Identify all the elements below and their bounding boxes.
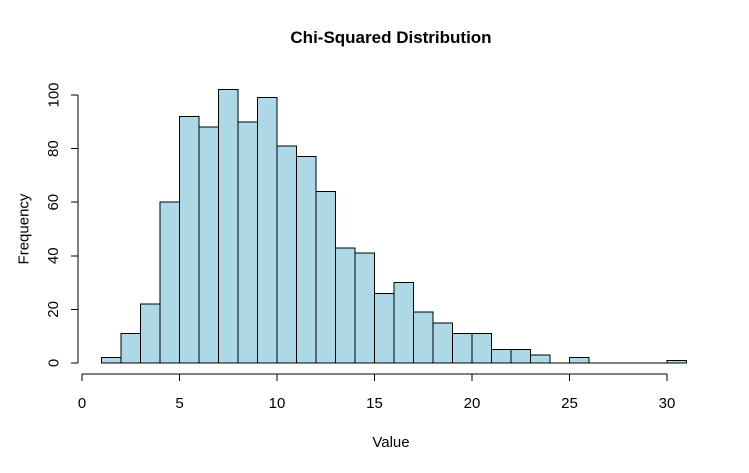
histogram-bar xyxy=(432,322,453,364)
y-tick-label: 40 xyxy=(45,247,62,264)
x-tick-label: 10 xyxy=(269,395,286,412)
histogram-bar xyxy=(257,97,278,364)
x-tick-label: 5 xyxy=(175,395,183,412)
histogram-bar xyxy=(120,333,141,364)
x-tick-label: 25 xyxy=(561,395,578,412)
histogram-bar xyxy=(237,121,258,364)
histogram-bar xyxy=(530,354,551,364)
x-axis-label: Value xyxy=(372,434,410,451)
histogram-bar xyxy=(101,357,122,364)
histogram-bar xyxy=(218,89,239,364)
histogram-bar xyxy=(452,333,473,364)
histogram-bar xyxy=(140,303,161,364)
histogram-bar xyxy=(296,156,317,364)
histogram-bar xyxy=(666,359,687,364)
y-tick-label: 80 xyxy=(45,140,62,157)
histogram-bar xyxy=(159,201,180,364)
histogram-bar xyxy=(354,252,375,364)
histogram-bar xyxy=(335,247,356,364)
histogram-bar xyxy=(413,311,434,364)
y-axis-label: Frequency xyxy=(15,193,33,265)
histogram-bar xyxy=(510,349,531,364)
x-tick-label: 30 xyxy=(659,395,676,412)
histogram-bar xyxy=(179,115,200,364)
histogram-bar xyxy=(393,282,414,364)
histogram-bar xyxy=(374,292,395,364)
histogram-bar xyxy=(491,349,512,364)
histogram-bar xyxy=(569,357,590,364)
y-tick-label: 100 xyxy=(45,82,62,107)
y-tick-label: 20 xyxy=(45,301,62,318)
y-tick-label: 60 xyxy=(45,194,62,211)
histogram-bar xyxy=(471,333,492,364)
histogram-bar xyxy=(276,145,297,364)
histogram-bar xyxy=(315,190,336,364)
y-tick-label: 0 xyxy=(45,359,62,367)
chart-title: Chi-Squared Distribution xyxy=(290,28,492,47)
x-tick-label: 0 xyxy=(78,395,86,412)
x-tick-label: 15 xyxy=(366,395,383,412)
x-tick-label: 20 xyxy=(464,395,481,412)
histogram-bar xyxy=(198,126,219,364)
